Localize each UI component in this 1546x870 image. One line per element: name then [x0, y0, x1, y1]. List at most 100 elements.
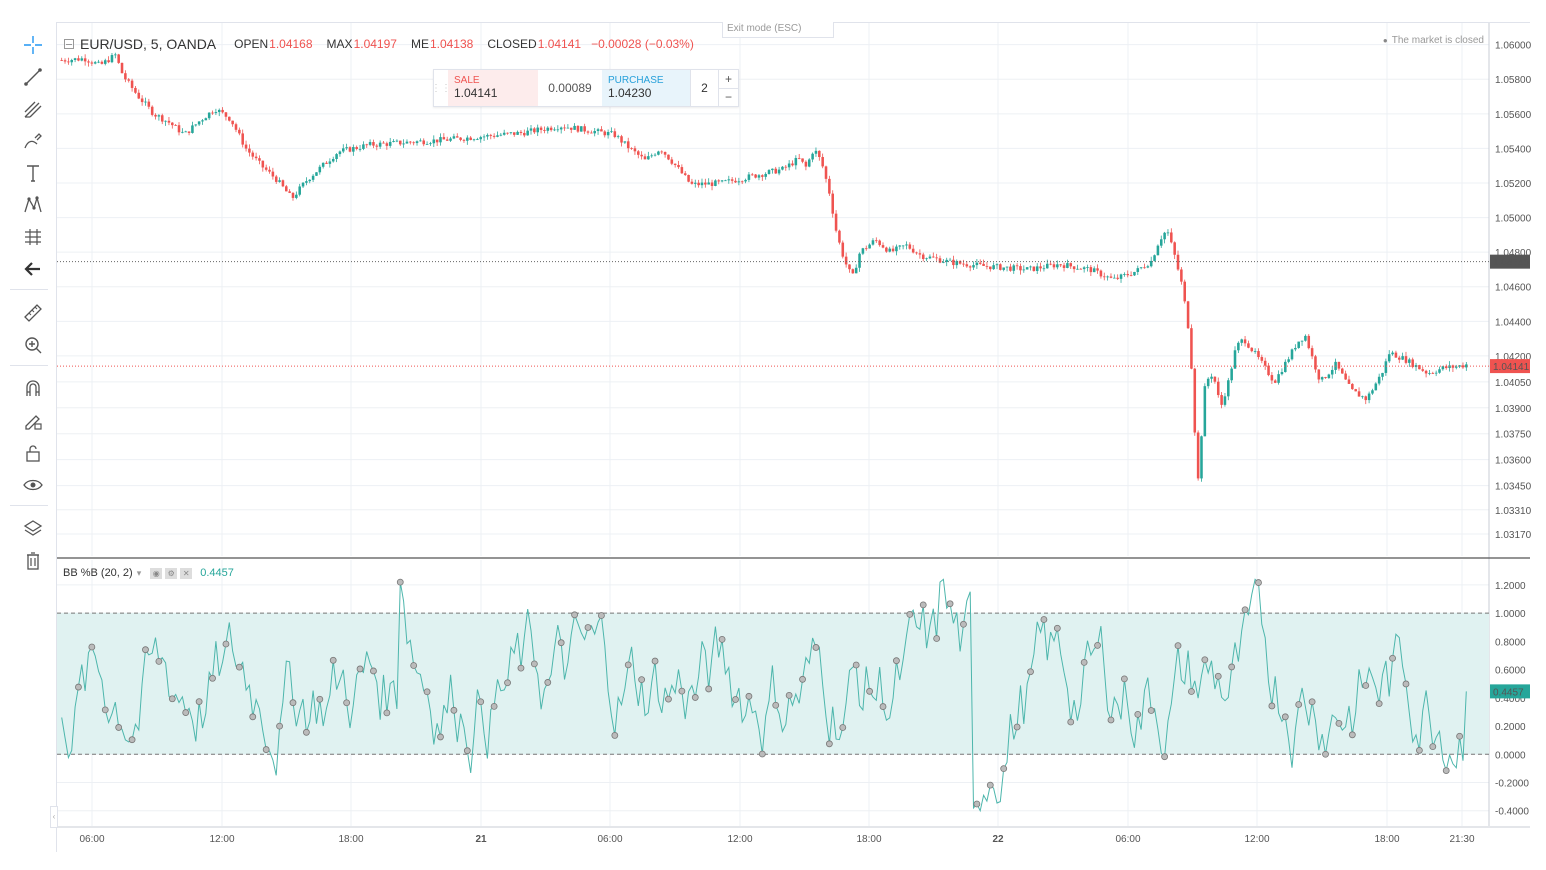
pitchfork-icon[interactable]	[20, 96, 46, 122]
increase-button[interactable]: +	[719, 70, 738, 89]
indicator-point	[504, 679, 511, 687]
chevron-down-icon[interactable]: ▾	[136, 567, 142, 578]
candle	[1327, 374, 1331, 379]
candle	[888, 248, 891, 252]
time-axis-label: 12:00	[209, 834, 234, 845]
candle	[573, 125, 576, 130]
candle	[821, 157, 824, 167]
candle	[154, 114, 157, 117]
sell-button[interactable]: SALE 1.04141	[448, 70, 538, 106]
close-icon[interactable]: ✕	[180, 567, 193, 579]
candle	[992, 265, 995, 270]
indicator-marker	[1490, 684, 1530, 699]
indicator-point	[1067, 718, 1075, 726]
indicator-point	[262, 746, 270, 753]
candle	[697, 182, 700, 186]
candle	[117, 54, 120, 63]
exit-mode-button[interactable]: Exit mode (ESC)	[722, 22, 834, 38]
candle	[921, 254, 925, 260]
indicator-point	[356, 665, 364, 673]
candle	[911, 248, 915, 253]
candle	[1240, 339, 1243, 343]
trend-line-icon[interactable]	[20, 64, 46, 90]
magnet-icon[interactable]	[20, 376, 46, 402]
indicator-point	[302, 728, 310, 736]
symbol-title[interactable]: EUR/USD, 5, OANDA	[80, 36, 217, 52]
candle	[834, 213, 838, 231]
trash-icon[interactable]	[20, 548, 46, 574]
candle	[137, 92, 141, 99]
prediction-icon[interactable]	[20, 224, 46, 250]
indicator-value: 0.4457	[200, 567, 234, 579]
candle	[1025, 267, 1029, 270]
candle	[824, 166, 828, 179]
indicator-point	[1000, 765, 1008, 773]
indicator-axis-label: -0.4000	[1495, 807, 1529, 818]
candle	[1408, 359, 1411, 363]
layers-icon[interactable]	[20, 516, 46, 542]
candle	[546, 127, 550, 131]
candle	[1210, 376, 1213, 379]
eye-icon[interactable]: ◉	[150, 567, 163, 579]
candle	[700, 182, 704, 186]
indicator-point	[477, 698, 485, 706]
candle	[982, 263, 985, 266]
quantity-field[interactable]: 2	[690, 70, 718, 106]
candle	[750, 174, 754, 176]
back-arrow-icon[interactable]	[20, 256, 46, 282]
text-icon[interactable]	[20, 160, 46, 186]
drag-handle-icon[interactable]: ⋮⋮	[431, 82, 451, 94]
indicator-axis-label: 0.4000	[1495, 694, 1526, 705]
candle	[526, 130, 529, 136]
candle	[167, 120, 171, 123]
unlock-icon[interactable]	[20, 440, 46, 466]
zoom-icon[interactable]	[20, 332, 46, 358]
candle	[1009, 266, 1012, 271]
indicator-point	[329, 656, 337, 664]
indicator-point	[691, 694, 699, 701]
indicator-point	[825, 740, 833, 748]
candle	[1384, 361, 1388, 373]
pattern-icon[interactable]	[20, 192, 46, 218]
candle	[637, 151, 640, 155]
candle	[452, 136, 456, 139]
candle	[620, 136, 623, 143]
candle	[1310, 348, 1314, 357]
price-axis-label: 1.03450	[1495, 482, 1532, 493]
brush-icon[interactable]	[20, 128, 46, 154]
candle	[1133, 271, 1136, 276]
candle	[1076, 268, 1079, 270]
candle	[1079, 268, 1083, 270]
ruler-icon[interactable]	[20, 300, 46, 326]
candle	[901, 245, 905, 247]
candle	[1387, 354, 1391, 362]
candle	[285, 186, 288, 192]
eye-icon[interactable]	[20, 472, 46, 498]
candle	[278, 180, 281, 182]
time-axis-label: 18:00	[1374, 834, 1399, 845]
candle	[1465, 364, 1468, 368]
lock-drawing-icon[interactable]	[20, 408, 46, 434]
symbol-legend: EUR/USD, 5, OANDA OPEN 1.04168 MAX 1.04197…	[64, 35, 694, 53]
settings-icon[interactable]: ⚙	[165, 567, 178, 579]
candle	[1206, 378, 1210, 387]
candle	[368, 142, 372, 145]
indicator-name[interactable]: BB %B (20, 2)	[63, 567, 133, 579]
candle	[881, 245, 885, 248]
indicator-point	[101, 706, 109, 714]
indicator-point	[638, 676, 646, 684]
candle	[352, 147, 355, 152]
decrease-button[interactable]: −	[724, 90, 732, 105]
low-value: 1.04138	[429, 37, 474, 51]
indicator-point	[665, 695, 672, 703]
buy-button[interactable]: PURCHASE 1.04230	[602, 70, 690, 106]
crosshair-icon[interactable]	[20, 32, 46, 58]
candle	[1287, 359, 1290, 362]
candle	[231, 120, 234, 125]
scroll-left-icon[interactable]: ‹	[50, 806, 58, 828]
candle	[1220, 395, 1223, 405]
candle	[362, 144, 365, 149]
indicator-point	[812, 644, 820, 651]
collapse-legend-icon[interactable]	[64, 39, 74, 49]
